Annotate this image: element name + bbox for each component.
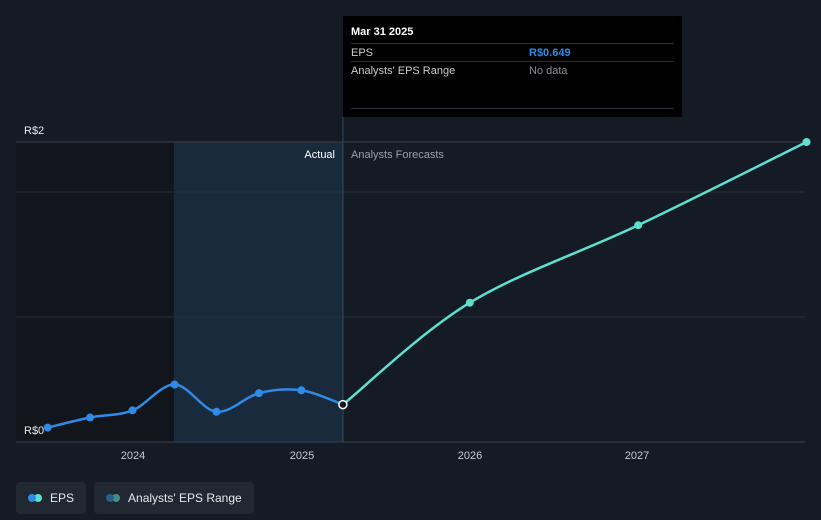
eps-actual-point[interactable]	[43, 423, 52, 432]
x-tick-label-2027: 2027	[625, 450, 649, 462]
eps-actual-point[interactable]	[86, 413, 95, 422]
series-layer	[43, 138, 811, 432]
eps-forecast-point[interactable]	[465, 298, 474, 307]
legend-item-eps-range[interactable]: Analysts' EPS Range	[94, 482, 254, 514]
x-tick-label-2025: 2025	[290, 450, 314, 462]
tooltip-row-value: R$0.649	[529, 46, 571, 59]
x-tick-label-2024: 2024	[121, 450, 145, 462]
tooltip-row-label: EPS	[351, 46, 374, 59]
tooltip-row-label: Analysts' EPS Range	[351, 64, 456, 77]
eps-forecast-point[interactable]	[802, 138, 811, 146]
legend-swatch-icon	[106, 494, 121, 502]
y-tick-label-max: R$2	[24, 125, 44, 137]
actual-region-label: Actual	[304, 149, 335, 161]
legend-label: Analysts' EPS Range	[128, 491, 242, 505]
legend-item-eps[interactable]: EPS	[16, 482, 87, 514]
eps-chart: R$2 R$0 Actual Analysts Forecasts 2024 2…	[16, 117, 811, 462]
chart-legend: EPS Analysts' EPS Range	[16, 482, 254, 514]
x-tick-label-2026: 2026	[458, 450, 482, 462]
tooltip-divider	[351, 108, 674, 109]
tooltip-row-eps: EPS R$0.649	[351, 43, 674, 61]
legend-swatch-icon	[28, 494, 42, 502]
eps-forecast-point[interactable]	[634, 221, 643, 230]
tooltip-date: Mar 31 2025	[351, 26, 414, 38]
eps-forecast-line	[342, 140, 808, 406]
eps-actual-point[interactable]	[128, 406, 137, 415]
forecast-region-label: Analysts Forecasts	[351, 149, 444, 161]
eps-actual-point[interactable]	[170, 380, 179, 389]
eps-actual-point[interactable]	[254, 389, 263, 398]
y-tick-label-min: R$0	[24, 425, 44, 437]
data-tooltip: Mar 31 2025 EPS R$0.649 Analysts' EPS Ra…	[343, 16, 682, 117]
legend-label: EPS	[50, 491, 75, 505]
tooltip-row-value: No data	[529, 64, 568, 77]
tooltip-row-range: Analysts' EPS Range No data	[351, 61, 674, 79]
eps-actual-point[interactable]	[212, 407, 221, 416]
eps-selected-point[interactable]	[338, 399, 348, 410]
eps-actual-point[interactable]	[297, 386, 306, 395]
